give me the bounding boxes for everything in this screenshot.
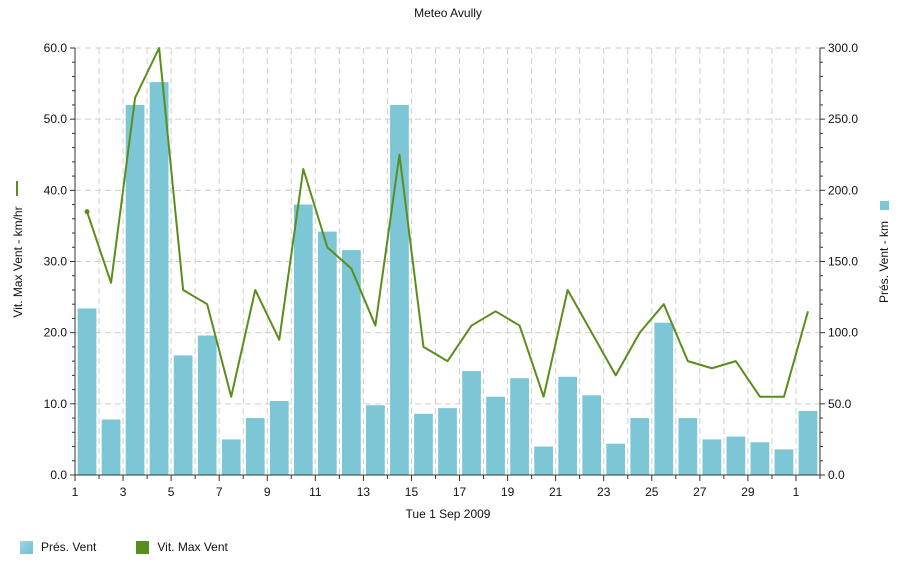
x-tick-label: 5 xyxy=(168,485,175,499)
bar xyxy=(149,82,169,475)
x-tick-label: 1 xyxy=(793,485,800,499)
legend-swatch-bar xyxy=(20,540,33,554)
x-tick-label: 7 xyxy=(216,485,223,499)
y-right-tick-label: 300.0 xyxy=(828,41,858,55)
legend-label-line: Vit. Max Vent xyxy=(157,540,228,554)
bar xyxy=(77,308,97,475)
bar xyxy=(774,449,794,475)
line-start-point xyxy=(84,209,90,215)
y-left-tick-label: 20.0 xyxy=(44,326,68,340)
x-tick-label: 13 xyxy=(357,485,371,499)
chart-title: Meteo Avully xyxy=(414,6,482,20)
bar xyxy=(125,104,145,475)
bar xyxy=(293,204,313,476)
x-tick-label: 25 xyxy=(645,485,659,499)
right-axis-legend-swatch xyxy=(880,201,889,210)
y-left-tick-label: 0.0 xyxy=(50,468,67,482)
y-right-tick-label: 0.0 xyxy=(828,468,845,482)
bar xyxy=(510,378,529,475)
x-tick-label: 19 xyxy=(501,485,515,499)
y-left-tick-label: 60.0 xyxy=(44,41,68,55)
bar xyxy=(798,410,818,475)
bar xyxy=(606,443,626,475)
y-right-tick-label: 100.0 xyxy=(828,326,858,340)
x-tick-label: 21 xyxy=(549,485,563,499)
bar-series xyxy=(77,82,818,476)
bar xyxy=(366,405,385,475)
bar xyxy=(486,396,505,475)
y-left-tick-label: 10.0 xyxy=(44,397,68,411)
legend-swatch-line xyxy=(136,540,150,554)
x-tick-label: 11 xyxy=(309,485,322,499)
bar xyxy=(197,335,217,475)
bar xyxy=(101,419,121,475)
x-tick-label: 15 xyxy=(405,485,419,499)
bar xyxy=(558,376,578,475)
y-axis-left-label: Vit. Max Vent - km/hr xyxy=(11,206,25,317)
bar xyxy=(534,446,554,475)
bar xyxy=(630,418,650,475)
bar xyxy=(702,439,722,475)
legend-item-bar: Prés. Vent xyxy=(20,540,96,554)
x-tick-label: 23 xyxy=(597,485,611,499)
legend-label-bar: Prés. Vent xyxy=(41,540,97,554)
y-right-tick-label: 200.0 xyxy=(828,183,858,197)
bar xyxy=(317,231,337,475)
bar xyxy=(462,371,481,475)
bar xyxy=(582,395,602,475)
x-tick-label: 17 xyxy=(453,485,467,499)
bar xyxy=(414,413,433,475)
y-right-tick-label: 50.0 xyxy=(828,397,852,411)
y-left-tick-label: 40.0 xyxy=(44,183,68,197)
y-right-tick-label: 250.0 xyxy=(828,112,858,126)
tick-labels: 0.0 10.0 20.0 30.0 40.0 50.0 60.0 0.0 50.0 100.0 1… xyxy=(44,41,859,499)
y-left-tick-label: 50.0 xyxy=(44,112,68,126)
x-tick-label: 1 xyxy=(72,485,79,499)
bar xyxy=(726,436,746,475)
bar xyxy=(750,442,770,475)
grid xyxy=(75,47,820,476)
series-line xyxy=(86,47,809,398)
bar xyxy=(341,250,361,475)
bar xyxy=(221,439,241,475)
bar xyxy=(173,355,193,475)
y-right-tick-label: 150.0 xyxy=(828,255,858,269)
x-axis-label: Tue 1 Sep 2009 xyxy=(406,507,491,521)
x-tick-label: 29 xyxy=(741,485,755,499)
x-tick-label: 9 xyxy=(264,485,271,499)
bar xyxy=(245,418,265,475)
x-tick-label: 27 xyxy=(693,485,707,499)
y-left-tick-label: 30.0 xyxy=(44,255,68,269)
legend-item-line: Vit. Max Vent xyxy=(136,540,228,554)
y-axis-right-label: Prés. Vent - km xyxy=(877,221,891,303)
bar xyxy=(654,322,674,475)
bar xyxy=(678,418,698,475)
axes xyxy=(70,47,825,481)
x-tick-label: 3 xyxy=(120,485,127,499)
bar xyxy=(438,408,457,475)
legend: Prés. Vent Vit. Max Vent xyxy=(20,540,228,554)
bar xyxy=(269,400,289,475)
line-series xyxy=(84,47,809,398)
